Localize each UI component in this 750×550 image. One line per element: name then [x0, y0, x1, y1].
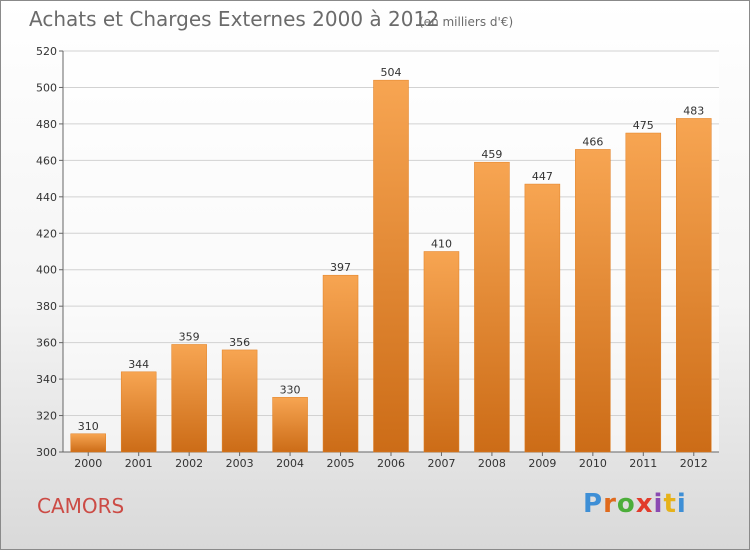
bar-2003	[221, 349, 258, 453]
logo-letter: t	[663, 489, 677, 519]
x-tick-label-2009: 2009	[528, 457, 556, 470]
bar-2002	[171, 344, 207, 453]
data-label-2004: 330	[280, 383, 301, 396]
y-tick-label: 420	[36, 227, 57, 240]
y-tick-label: 380	[36, 300, 57, 313]
y-tick-label: 520	[36, 45, 57, 58]
data-label-2002: 359	[179, 330, 200, 343]
x-tick-label-2001: 2001	[125, 457, 153, 470]
y-tick-label: 340	[36, 373, 57, 386]
logo-letter: i	[653, 489, 664, 519]
x-tick-label-2003: 2003	[226, 457, 254, 470]
y-tick-label: 500	[36, 81, 57, 94]
chart-subtitle: (en milliers d'€)	[419, 15, 514, 29]
y-tick-label: 360	[36, 337, 57, 350]
bar-2000	[70, 433, 106, 453]
data-label-2011: 475	[633, 119, 654, 132]
bar-2012	[676, 118, 712, 453]
logo-letter: i	[676, 489, 687, 519]
data-label-2001: 344	[128, 358, 149, 371]
x-tick-label-2005: 2005	[327, 457, 355, 470]
bar-2006	[373, 79, 409, 453]
x-tick-label-2011: 2011	[629, 457, 657, 470]
logo-letter: r	[603, 489, 617, 519]
labels: 310 2000 344 2001 359 2002 356 2003 330 2004 397 20…	[74, 66, 708, 470]
bar-2008	[474, 161, 510, 453]
y-tick-label: 300	[36, 446, 57, 459]
logo-letter: o	[616, 489, 636, 519]
y-tick-label: 460	[36, 154, 57, 167]
data-label-2006: 504	[381, 66, 402, 79]
x-tick-label-2010: 2010	[579, 457, 607, 470]
data-label-2005: 397	[330, 261, 351, 274]
data-label-2008: 459	[481, 148, 502, 161]
proxiti-logo: Proxiti	[583, 489, 687, 519]
x-tick-label-2008: 2008	[478, 457, 506, 470]
bar-2007	[423, 251, 460, 453]
logo-letter: P	[583, 489, 604, 519]
data-label-2010: 466	[582, 135, 603, 148]
x-tick-label-2006: 2006	[377, 457, 405, 470]
data-label-2003: 356	[229, 336, 250, 349]
bars	[70, 79, 712, 453]
data-label-2000: 310	[78, 420, 99, 433]
logo-letter: x	[635, 489, 654, 519]
commune-name: CAMORS	[37, 494, 125, 518]
x-tick-label-2000: 2000	[74, 457, 102, 470]
y-tick-label: 480	[36, 118, 57, 131]
bar-2009	[524, 183, 561, 453]
data-label-2012: 483	[683, 104, 704, 117]
bar-2004	[272, 397, 308, 453]
data-label-2007: 410	[431, 238, 452, 251]
chart-title: Achats et Charges Externes 2000 à 2012	[29, 7, 439, 31]
bar-2001	[120, 371, 157, 453]
y-tick-label: 400	[36, 264, 57, 277]
y-tick-label: 320	[36, 410, 57, 423]
y-tick-label: 440	[36, 191, 57, 204]
bar-2011	[625, 132, 662, 453]
x-tick-label-2004: 2004	[276, 457, 304, 470]
bar-2010	[575, 149, 611, 453]
data-label-2009: 447	[532, 170, 553, 183]
x-tick-label-2012: 2012	[680, 457, 708, 470]
x-tick-label-2007: 2007	[427, 457, 455, 470]
x-tick-label-2002: 2002	[175, 457, 203, 470]
bar-2005	[322, 274, 359, 453]
